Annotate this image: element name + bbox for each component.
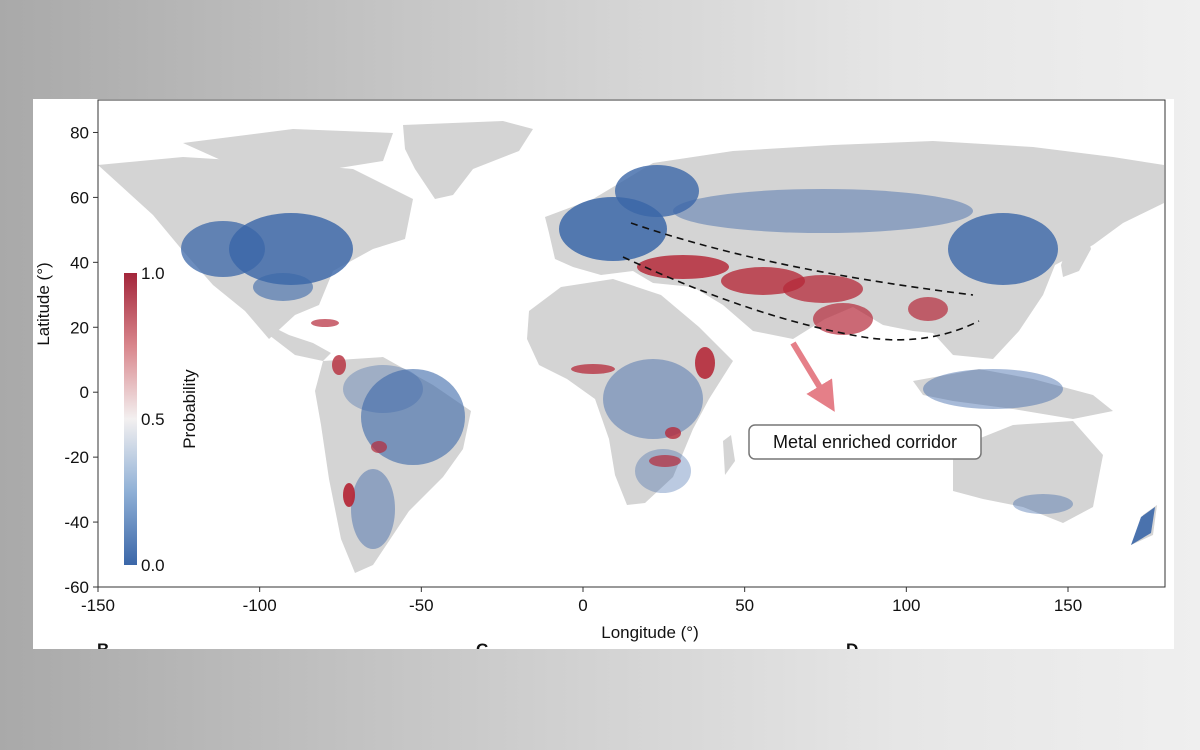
- plot-area: Metal enriched corridor 1.0 0.5 0.0 Prob…: [97, 99, 1166, 588]
- corridor-boundary-south: [622, 256, 980, 341]
- low-probability-regions: [181, 165, 1155, 549]
- annotation-box: [748, 424, 982, 460]
- x-tick-label: 50: [735, 596, 754, 615]
- colorbar: 1.0 0.5 0.0 Probability: [124, 264, 199, 575]
- india-high: [813, 303, 873, 335]
- landmass-central-america: [247, 311, 331, 361]
- landmass-eurasia: [545, 141, 1164, 359]
- se-asia-low: [923, 369, 1063, 409]
- colorbar-gradient: [124, 273, 137, 565]
- central-africa-low: [603, 359, 703, 439]
- y-tick-label: 20: [70, 318, 89, 337]
- scandinavia-low: [615, 165, 699, 217]
- y-tick-label: 40: [70, 253, 89, 272]
- corridor-boundary-north: [630, 222, 974, 296]
- y-tick-label: 60: [70, 188, 89, 207]
- caribbean-high: [311, 319, 339, 327]
- china-low: [948, 213, 1058, 285]
- colorbar-label: Probability: [180, 369, 199, 449]
- tanzania-high: [665, 427, 681, 439]
- x-tick-label: 0: [578, 596, 587, 615]
- x-tick-label: -100: [243, 596, 277, 615]
- colorbar-tick-label: 1.0: [141, 264, 165, 283]
- amazon-low: [343, 365, 423, 413]
- panel-letter: D: [846, 640, 858, 649]
- x-tick-label: -50: [409, 596, 434, 615]
- x-axis-title: Longitude (°): [601, 623, 699, 642]
- y-tick-label: 0: [80, 383, 89, 402]
- landmass-japan: [1061, 227, 1091, 277]
- brazil-low: [361, 369, 465, 465]
- australia-south-low: [1013, 494, 1073, 514]
- x-axis: -150 -100 -50 0 50 100 150: [81, 587, 1082, 615]
- mediterranean-high: [637, 255, 729, 279]
- x-tick-label: 150: [1054, 596, 1082, 615]
- y-tick-label: -60: [64, 578, 89, 597]
- x-tick-label: 100: [892, 596, 920, 615]
- corridor-arrow: [790, 341, 835, 412]
- central-asia-high: [783, 275, 863, 303]
- y-axis-title: Latitude (°): [34, 262, 53, 345]
- southern-sa-low: [351, 469, 395, 549]
- bolivia-high: [371, 441, 387, 453]
- andes-high: [343, 483, 355, 507]
- x-tick-label: -150: [81, 596, 115, 615]
- landmass-madagascar: [723, 435, 735, 475]
- venezuela-high: [332, 355, 346, 375]
- landmass-arctic-islands: [183, 129, 393, 169]
- landmass-australia: [953, 421, 1103, 523]
- southern-africa-high: [649, 455, 681, 467]
- landmass-maritime-asia: [913, 369, 1113, 419]
- south-china-high: [908, 297, 948, 321]
- west-africa-high: [571, 364, 615, 374]
- plot-frame: [97, 99, 1166, 588]
- panel-letter: B: [97, 640, 109, 649]
- russia-low: [673, 189, 973, 233]
- annotation-callout: Metal enriched corridor: [748, 424, 982, 460]
- new-zealand-low: [1131, 507, 1155, 545]
- y-axis: 80 60 40 20 0 -20 -40 -60: [64, 123, 98, 597]
- colorbar-tick-label: 0.0: [141, 556, 165, 575]
- annotation-text: Metal enriched corridor: [773, 432, 957, 452]
- landmass-africa: [527, 279, 733, 505]
- figure-panel: Metal enriched corridor 1.0 0.5 0.0 Prob…: [33, 99, 1174, 649]
- panel-letters: B C D: [97, 640, 858, 649]
- landmass-greenland: [403, 121, 533, 199]
- probability-map: Metal enriched corridor 1.0 0.5 0.0 Prob…: [34, 99, 1166, 649]
- na-east-low: [229, 213, 353, 285]
- colorbar-tick-label: 0.5: [141, 410, 165, 429]
- y-tick-label: -40: [64, 513, 89, 532]
- y-tick-label: 80: [70, 123, 89, 142]
- y-tick-label: -20: [64, 448, 89, 467]
- na-south-low: [253, 273, 313, 301]
- east-africa-high: [695, 347, 715, 379]
- panel-letter: C: [476, 640, 488, 649]
